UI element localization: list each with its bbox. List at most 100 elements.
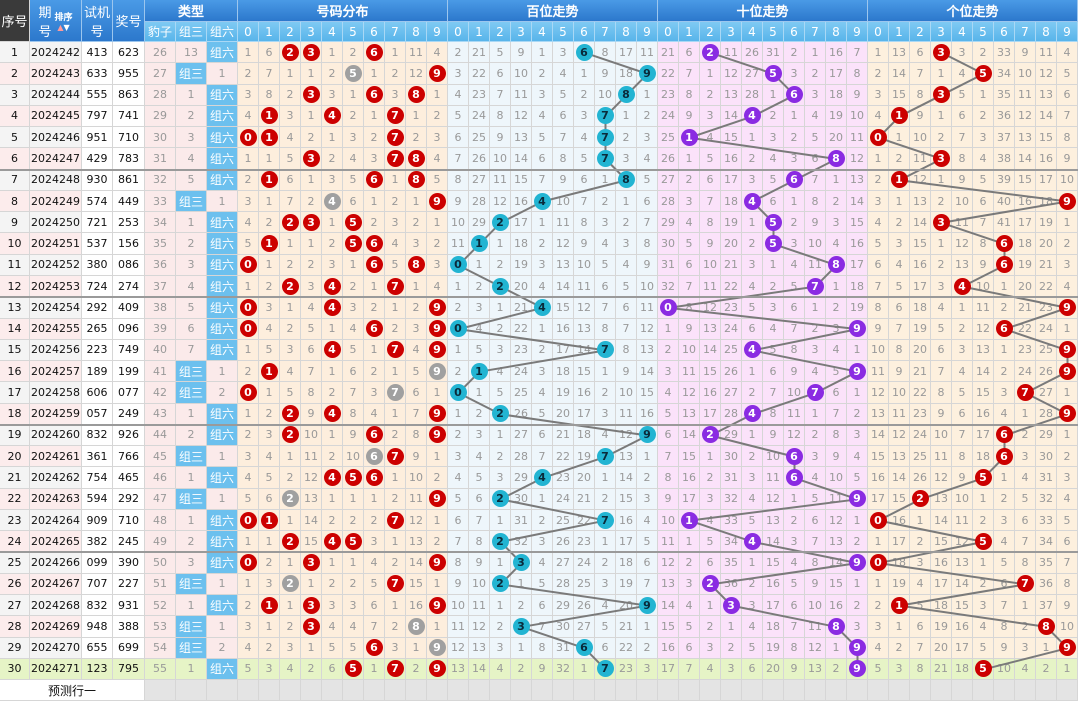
header-dist-digit-2: 2 (280, 22, 301, 42)
dist-miss: 2 (343, 275, 364, 298)
prediction-cell[interactable] (973, 680, 994, 701)
prediction-cell[interactable] (280, 680, 301, 701)
units-miss: 9 (973, 254, 994, 276)
prediction-cell[interactable] (700, 680, 721, 701)
tens-miss: 2 (658, 339, 679, 362)
hundreds-miss: 26 (553, 531, 574, 553)
dist-miss: 1 (385, 361, 406, 383)
tens-ball-6: 6 (784, 169, 805, 191)
row-test-number: 555 (82, 84, 113, 106)
dist-miss: 1 (238, 42, 259, 64)
prediction-cell[interactable] (889, 680, 910, 701)
units-miss: 4 (1057, 488, 1078, 510)
header-tens-digit-8: 8 (826, 22, 847, 42)
units-miss: 7 (910, 63, 931, 85)
tens-miss: 6 (742, 318, 763, 340)
dist-miss: 6 (259, 42, 280, 64)
prediction-cell[interactable] (679, 680, 700, 701)
prediction-cell[interactable] (742, 680, 763, 701)
prediction-cell[interactable] (910, 680, 931, 701)
prediction-cell[interactable] (259, 680, 280, 701)
prediction-cell[interactable] (532, 680, 553, 701)
header-test: 试机号 (82, 0, 113, 42)
prediction-cell[interactable] (826, 680, 847, 701)
prediction-cell[interactable] (721, 680, 742, 701)
dist-miss: 1 (301, 63, 322, 85)
prediction-cell[interactable] (238, 680, 259, 701)
prediction-cell[interactable] (511, 680, 532, 701)
prediction-cell[interactable] (868, 680, 889, 701)
row-type-miss: 2 (176, 531, 207, 553)
prediction-cell[interactable] (490, 680, 511, 701)
dist-miss: 2 (406, 127, 427, 149)
units-ball-5: 5 (973, 467, 994, 489)
prediction-cell[interactable] (176, 680, 207, 701)
prediction-cell[interactable] (994, 680, 1015, 701)
prediction-cell[interactable] (406, 680, 427, 701)
dist-miss: 3 (427, 254, 448, 276)
units-ball-5: 5 (973, 531, 994, 553)
dist-hit-ball: 0 (239, 320, 257, 338)
tens-miss: 11 (784, 403, 805, 425)
row-type-miss: 31 (145, 148, 176, 170)
row-type-miss: 40 (145, 339, 176, 362)
prediction-cell[interactable] (952, 680, 973, 701)
header-issue[interactable]: 期号排序 ▲▼ (30, 0, 82, 42)
prediction-cell[interactable] (301, 680, 322, 701)
prediction-cell[interactable] (145, 680, 176, 701)
hundreds-hit-ball: 1 (470, 235, 488, 253)
hundreds-miss: 12 (511, 105, 532, 128)
hundreds-hit-ball: 6 (575, 639, 593, 657)
units-miss: 22 (1036, 275, 1057, 298)
units-miss: 1 (868, 573, 889, 596)
prediction-cell[interactable] (343, 680, 364, 701)
hundreds-ball-2: 2 (490, 531, 511, 553)
tens-miss: 3 (826, 318, 847, 340)
prediction-cell[interactable] (847, 680, 868, 701)
dist-hit-ball: 2 (281, 277, 299, 295)
dist-miss: 2 (322, 446, 343, 468)
tens-miss: 14 (658, 595, 679, 617)
prediction-cell[interactable] (448, 680, 469, 701)
row-type-2: 组六 (207, 212, 238, 234)
prediction-cell[interactable] (385, 680, 406, 701)
prediction-cell[interactable] (784, 680, 805, 701)
prediction-cell[interactable] (763, 680, 784, 701)
header-dist-digit-0: 0 (238, 22, 259, 42)
prediction-cell[interactable] (1057, 680, 1078, 701)
prediction-cell[interactable] (469, 680, 490, 701)
hundreds-miss: 2 (532, 509, 553, 532)
tens-ball-6: 6 (784, 84, 805, 106)
hundreds-miss: 17 (553, 339, 574, 362)
prediction-cell[interactable] (637, 680, 658, 701)
units-miss: 2 (868, 169, 889, 191)
prediction-cell[interactable] (553, 680, 574, 701)
dist-miss: 3 (364, 148, 385, 170)
tens-miss: 8 (784, 339, 805, 362)
prediction-cell[interactable] (805, 680, 826, 701)
prediction-cell[interactable] (616, 680, 637, 701)
dist-miss: 12 (406, 63, 427, 85)
units-hit-ball: 3 (932, 149, 950, 167)
prediction-cell[interactable] (1015, 680, 1036, 701)
prediction-cell[interactable] (364, 680, 385, 701)
prediction-cell[interactable] (595, 680, 616, 701)
units-miss: 5 (1057, 509, 1078, 532)
prediction-cell[interactable] (658, 680, 679, 701)
header-units-digit-2: 2 (910, 22, 931, 42)
prediction-cell[interactable] (574, 680, 595, 701)
prediction-cell[interactable] (322, 680, 343, 701)
units-miss: 6 (910, 42, 931, 64)
units-miss: 36 (994, 105, 1015, 128)
tens-ball-4: 4 (742, 339, 763, 362)
prediction-cell[interactable] (931, 680, 952, 701)
units-miss: 31 (1036, 467, 1057, 489)
prediction-cell[interactable] (207, 680, 238, 701)
sort-toggle[interactable]: 排序 ▲▼ (55, 10, 73, 32)
units-miss: 16 (931, 552, 952, 574)
tens-miss: 3 (721, 658, 742, 681)
prediction-cell[interactable] (1036, 680, 1057, 701)
prediction-cell[interactable] (427, 680, 448, 701)
tens-miss: 2 (826, 658, 847, 681)
dist-miss: 4 (364, 552, 385, 574)
